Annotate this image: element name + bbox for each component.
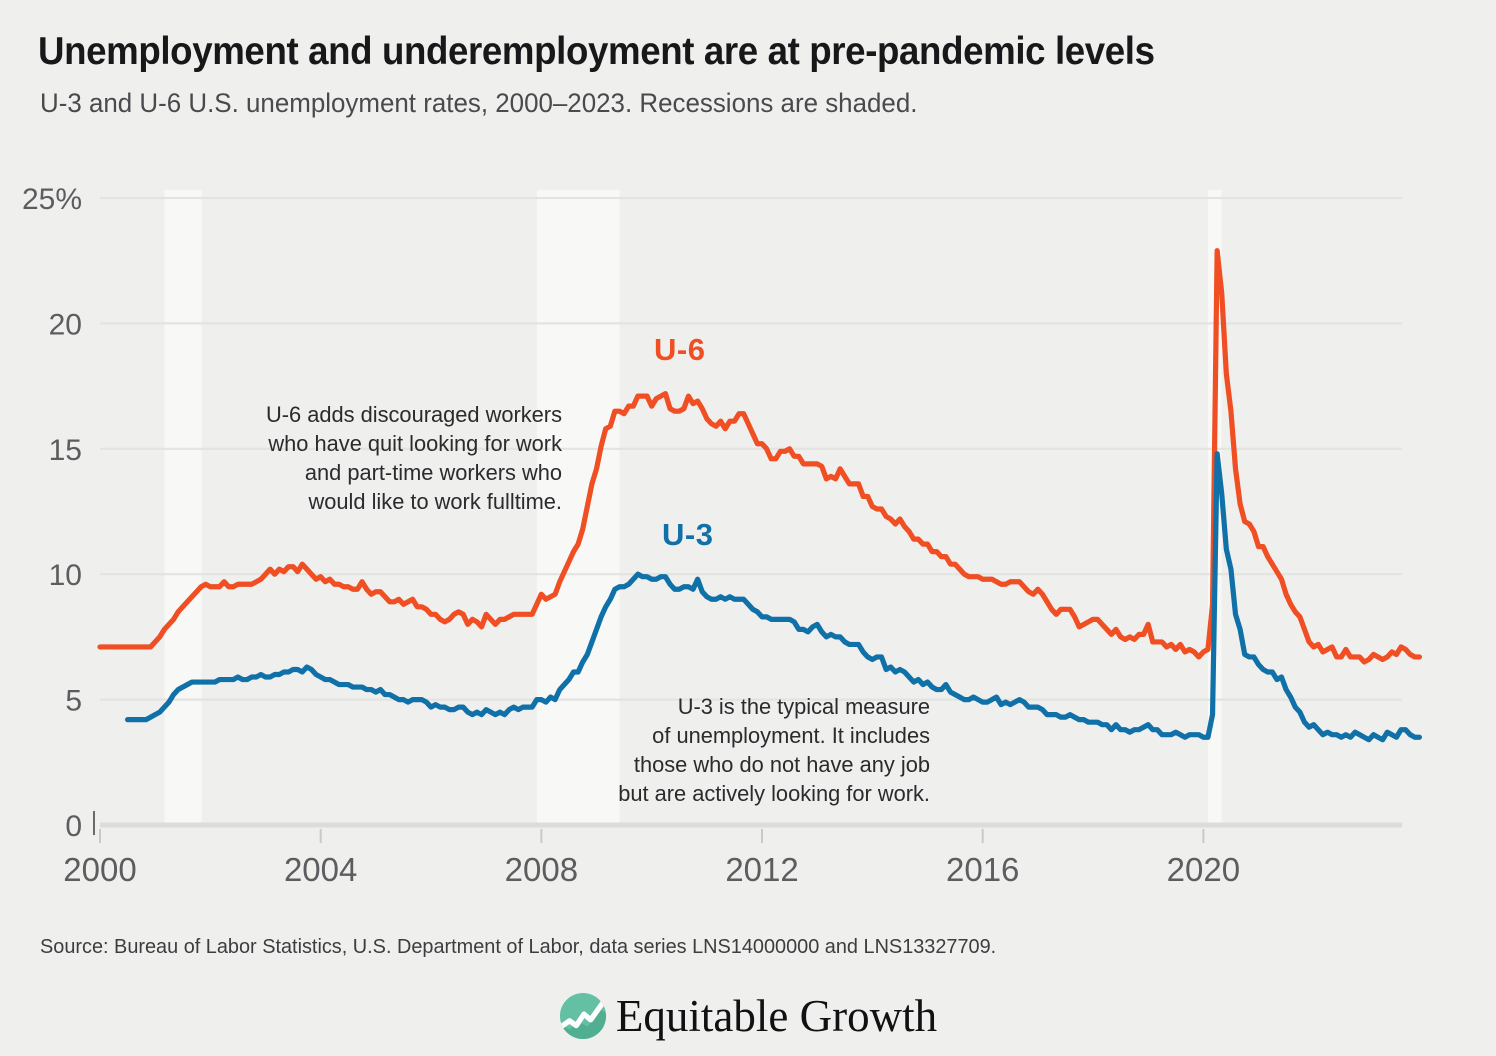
equitable-growth-logo-icon	[559, 992, 606, 1040]
x-axis-tick-label: 2020	[1167, 851, 1240, 888]
series-line-u-3	[124, 451, 1423, 743]
y-axis-tick-label: 10	[49, 559, 82, 592]
annotation-u6-note: U-6 adds discouraged workers who have qu…	[265, 402, 562, 514]
y-axis-tick-label: 0	[65, 810, 82, 843]
x-axis-tick-label: 2008	[505, 851, 578, 888]
page-subtitle: U-3 and U-6 U.S. unemployment rates, 200…	[40, 88, 918, 118]
source-note: Source: Bureau of Labor Statistics, U.S.…	[40, 935, 997, 958]
y-axis-tick-label: 25%	[22, 183, 82, 216]
page-title: Unemployment and underemployment are at …	[38, 30, 1155, 73]
y-axis-tick-label: 5	[65, 685, 82, 718]
y-axis-tick-label: 15	[49, 434, 82, 467]
brand-logo: Equitable Growth	[0, 985, 1496, 1047]
y-axis-tick-label: 20	[49, 308, 82, 341]
series-label-u6: U-6	[654, 332, 706, 367]
series-label-u3: U-3	[662, 517, 714, 552]
recession-band	[164, 190, 202, 825]
recession-band	[536, 190, 620, 825]
x-axis-tick-label: 2016	[946, 851, 1019, 888]
series-line-u-6	[97, 248, 1423, 665]
annotation-u3-note: U-3 is the typical measure of unemployme…	[618, 694, 930, 806]
x-axis-tick-label: 2000	[63, 851, 136, 888]
logo-wordmark: Equitable Growth	[615, 990, 938, 1041]
x-axis-tick-label: 2012	[725, 851, 798, 888]
x-axis-tick-label: 2004	[284, 851, 357, 888]
